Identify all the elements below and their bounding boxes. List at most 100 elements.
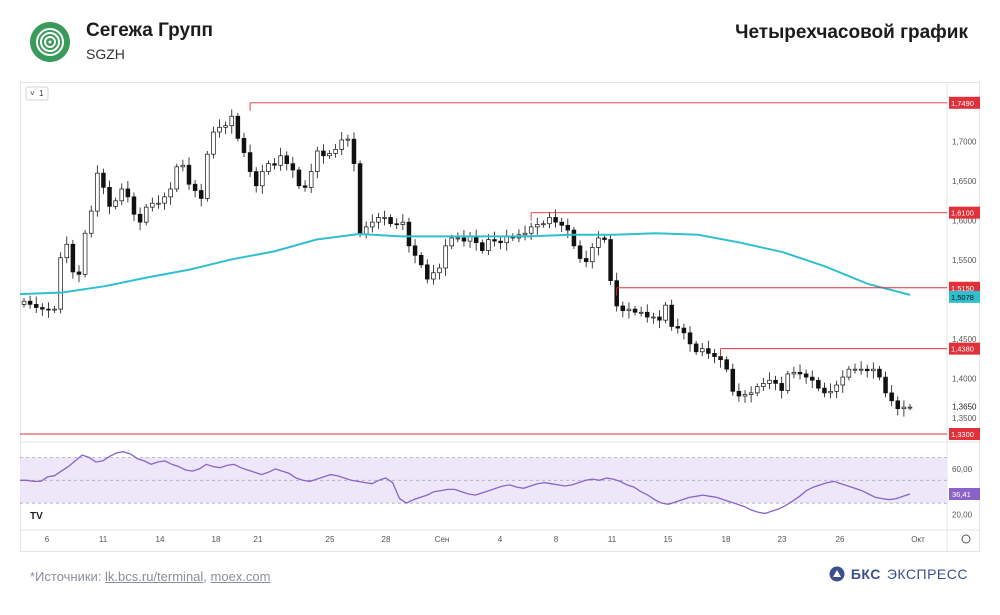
candle-body [785,373,791,391]
candle [180,159,186,172]
candle [46,302,51,318]
candle [871,362,876,379]
candle-body [498,240,503,244]
chart-area[interactable]: ˅11,70001,65001,60001,55001,50001,45001,… [19,82,980,552]
candle [278,147,283,171]
ma-badge-label: 1,5078 [951,293,974,302]
candle-body [412,245,418,256]
candle [834,380,839,399]
candle [803,369,809,384]
candle-body [779,383,784,391]
rsi-badge-label: 36,41 [952,490,971,499]
candle [754,383,760,397]
candle-body [217,126,222,133]
candle [253,167,259,193]
price-level-label: 1,4380 [951,345,974,354]
candle-body [107,187,112,207]
ticker-symbol: SGZH [86,46,125,62]
candle [773,375,778,391]
candle-body [290,163,296,171]
price-level-badge [949,281,980,294]
candle [211,126,216,159]
price-level-label: 1,7490 [951,99,974,108]
candle [315,146,320,179]
candle [296,166,302,189]
candle-body [480,242,485,251]
time-tick-label: 18 [722,535,731,544]
candle-body [553,217,558,223]
candle-body [864,368,870,372]
candle [52,305,57,314]
candle [541,220,546,228]
candle-body [88,210,94,234]
price-level-label: 1,5150 [951,284,974,293]
candle-body [162,196,167,204]
candle-body [425,264,430,280]
candle [425,259,430,284]
candle [877,366,882,381]
candle-body [754,386,760,394]
candle [266,160,271,175]
candle [620,301,626,318]
sources-prefix: *Источники: [30,569,106,584]
source-link-moex[interactable]: moex.com [210,569,271,584]
time-tick-label: 11 [99,535,108,544]
candle-body [211,131,216,155]
candle [840,370,846,393]
candle-body [809,376,815,381]
candle-body [321,150,326,157]
candle [864,364,870,378]
price-level-label: 1,3300 [951,430,974,439]
candle-body [376,217,381,223]
candle-body [724,359,729,370]
candle-body [168,188,173,198]
candle [608,234,613,285]
candle-body [150,202,155,208]
company-name: Сегежа Групп [86,20,213,41]
time-tick-label: 18 [212,535,221,544]
candle [645,304,650,323]
candle-body [638,311,644,314]
header: Сегежа Групп SGZH Четырехчасовой график [0,0,1000,80]
source-link-bcs[interactable]: lk.bcs.ru/terminal [105,569,204,584]
candle [583,250,589,268]
candle-body [241,138,247,153]
sources-footnote: *Источники: lk.bcs.ru/terminal, moex.com [30,569,271,584]
candle [779,376,784,399]
candle [82,230,88,278]
price-chart[interactable]: ˅11,70001,65001,60001,55001,50001,45001,… [19,82,980,552]
candle-body [590,247,595,263]
candle-body [235,115,241,139]
time-tick-label: 14 [156,535,165,544]
price-level-badge [949,428,980,440]
price-tick-label: 1,6000 [952,217,977,226]
candle [791,366,797,379]
candle [858,361,864,375]
candle [174,163,180,193]
candle-body [315,150,320,172]
candle-body [247,152,253,172]
candle-body [547,217,552,225]
candle-body [736,390,742,397]
candle-body [626,308,632,312]
candle-body [632,308,638,313]
candle [21,298,27,308]
price-level-badge [949,206,980,219]
candle [162,192,167,210]
candle [131,192,137,221]
candle [168,182,173,205]
candle-body [418,255,424,266]
candle-body [21,300,27,305]
candle-body [431,272,436,280]
candle [284,151,289,171]
candle-body [846,368,852,378]
candle-body [339,139,344,150]
candle [412,239,418,264]
candle-body [137,213,143,223]
tradingview-logo-icon: TV [30,511,43,522]
candle-body [296,169,302,187]
candle [712,349,717,364]
candle [333,143,338,158]
candle-body [284,155,289,165]
sources-separator: , [203,569,211,584]
